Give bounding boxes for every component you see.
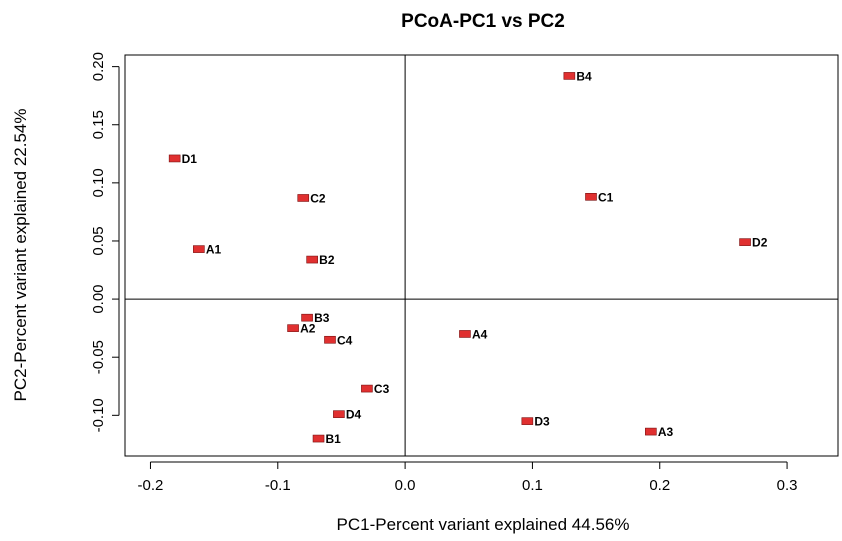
point-c3: C3 [361,382,390,396]
point-label: A4 [472,327,488,341]
point-label: D1 [182,152,198,166]
point-label: D2 [752,236,768,250]
x-tick-label: 0.2 [649,477,670,494]
point-label: B2 [319,253,335,267]
point-c2: C2 [297,191,326,205]
point-label: C4 [337,333,353,347]
point-b3: B3 [301,311,330,325]
y-tick-label: 0.05 [90,226,107,255]
point-label: A3 [658,425,674,439]
y-tick-label: 0.10 [90,168,107,197]
point-b4: B4 [563,69,592,83]
point-d1: D1 [168,152,198,166]
x-tick-label: 0.0 [395,477,416,494]
y-tick-label: 0.00 [90,284,107,313]
point-marker [739,238,751,246]
point-a2: A2 [287,322,316,336]
point-c1: C1 [585,190,614,204]
reference-lines [125,55,838,456]
point-marker [287,324,299,332]
point-marker [563,72,576,80]
point-label: B4 [576,69,592,83]
point-label: A1 [206,243,222,257]
chart-title: PCoA-PC1 vs PC2 [401,11,565,32]
point-marker [193,245,205,253]
y-axis-label: PC2-Percent variant explained 22.54% [11,109,30,402]
point-marker [585,193,597,201]
point-a3: A3 [645,425,674,439]
x-axis: -0.2 -0.1 0.0 0.1 0.2 0.3 [138,461,798,494]
point-label: C2 [310,191,326,205]
y-tick-label: -0.10 [90,398,107,432]
point-marker [312,434,325,443]
point-marker [168,154,181,163]
point-marker [333,410,345,418]
point-a4: A4 [459,327,488,341]
point-marker [645,427,657,436]
point-label: C1 [598,190,614,204]
point-d4: D4 [333,408,362,422]
x-tick-label: 0.3 [777,477,798,494]
x-tick-label: -0.2 [138,477,164,494]
point-label: C3 [374,382,390,396]
point-marker [301,313,313,322]
x-tick-label: -0.1 [265,477,291,494]
y-tick-label: -0.05 [90,340,107,374]
point-d3: D3 [521,415,550,429]
point-marker [306,255,318,264]
point-label: A2 [300,322,316,336]
y-tick-label: 0.15 [90,110,107,139]
point-d2: D2 [739,236,768,250]
point-c4: C4 [324,333,353,347]
x-tick-label: 0.1 [522,477,543,494]
point-marker [297,194,310,202]
point-a1: A1 [193,243,222,257]
y-axis: -0.10 -0.05 0.00 0.05 0.10 0.15 0.20 [90,52,120,432]
point-label: B1 [326,432,342,446]
y-tick-label: 0.20 [90,52,107,81]
point-label: B3 [314,311,330,325]
x-axis-label: PC1-Percent variant explained 44.56% [337,515,630,534]
point-marker [521,417,534,425]
point-b1: B1 [312,432,342,446]
point-b2: B2 [306,253,335,267]
point-label: D3 [534,415,550,429]
point-marker [459,330,471,338]
point-marker [361,384,373,393]
plot-frame [124,54,839,457]
point-label: D4 [346,408,362,422]
point-marker [324,335,336,344]
